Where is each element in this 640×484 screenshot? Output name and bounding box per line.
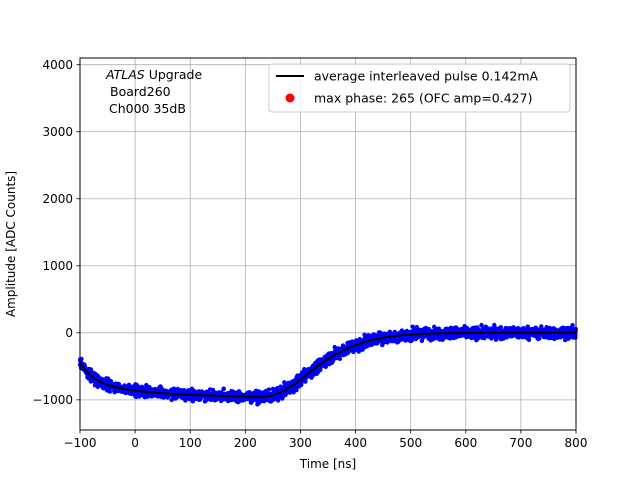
tick-layer: −100 0 100 200 300 400 500 600 700 800−1000010002… xyxy=(32,58,587,450)
y-tick-label: 0 xyxy=(65,326,73,340)
annotation-channel: Ch000 35dB xyxy=(109,101,186,116)
scatter-point xyxy=(221,386,226,391)
x-tick-label: 0 xyxy=(131,436,139,450)
annotation-board: Board260 xyxy=(110,84,171,99)
y-axis-label: Amplitude [ADC Counts] xyxy=(4,171,18,317)
x-tick-label: 200 xyxy=(234,436,257,450)
scatter-point xyxy=(302,367,307,372)
x-tick-label: 700 xyxy=(509,436,532,450)
scatter-point xyxy=(525,324,530,329)
x-tick-label: 400 xyxy=(344,436,367,450)
scatter-point xyxy=(107,389,113,394)
annotation-atlas: ATLAS xyxy=(105,67,145,82)
plot-frame xyxy=(79,57,577,431)
x-tick-label: 600 xyxy=(454,436,477,450)
scatter-point xyxy=(410,324,415,329)
x-tick-label: 800 xyxy=(565,436,588,450)
x-axis-label: Time [ns] xyxy=(299,457,356,471)
scatter-point xyxy=(436,326,442,331)
scatter-point xyxy=(537,336,542,341)
y-tick-label: 4000 xyxy=(42,58,73,72)
scatter-point xyxy=(266,387,272,392)
line-layer xyxy=(79,331,576,399)
scatter-point xyxy=(303,379,308,384)
y-tick-label: 3000 xyxy=(42,125,73,139)
x-tick-label: 100 xyxy=(179,436,202,450)
x-tick-label: 500 xyxy=(399,436,422,450)
annotation-upgrade: Upgrade xyxy=(145,67,203,82)
average-pulse-line xyxy=(79,331,576,399)
scatter-point xyxy=(337,356,343,361)
legend-box xyxy=(268,63,571,113)
scatter-point xyxy=(403,338,408,343)
scatter-point xyxy=(498,325,503,330)
y-tick-label: −1000 xyxy=(32,393,73,407)
x-tick-label: 300 xyxy=(289,436,312,450)
legend-label-average-pulse: average interleaved pulse 0.142mA xyxy=(314,69,539,84)
atlas-annotation: ATLAS Upgrade Board260 Ch000 35dB xyxy=(105,67,202,116)
scatter-point xyxy=(88,367,94,372)
legend-label-max-phase: max phase: 265 (OFC amp=0.427) xyxy=(314,91,532,106)
scatter-point xyxy=(570,324,575,329)
legend: average interleaved pulse 0.142mA max ph… xyxy=(268,63,571,113)
scatter-point xyxy=(526,337,532,342)
scatter-point xyxy=(299,382,304,388)
y-tick-label: 1000 xyxy=(42,259,73,273)
legend-marker-swatch xyxy=(285,93,295,103)
svg-text:ATLAS Upgrade: ATLAS Upgrade xyxy=(105,67,202,82)
y-tick-label: 2000 xyxy=(42,192,73,206)
x-tick-label: −100 xyxy=(64,436,97,450)
